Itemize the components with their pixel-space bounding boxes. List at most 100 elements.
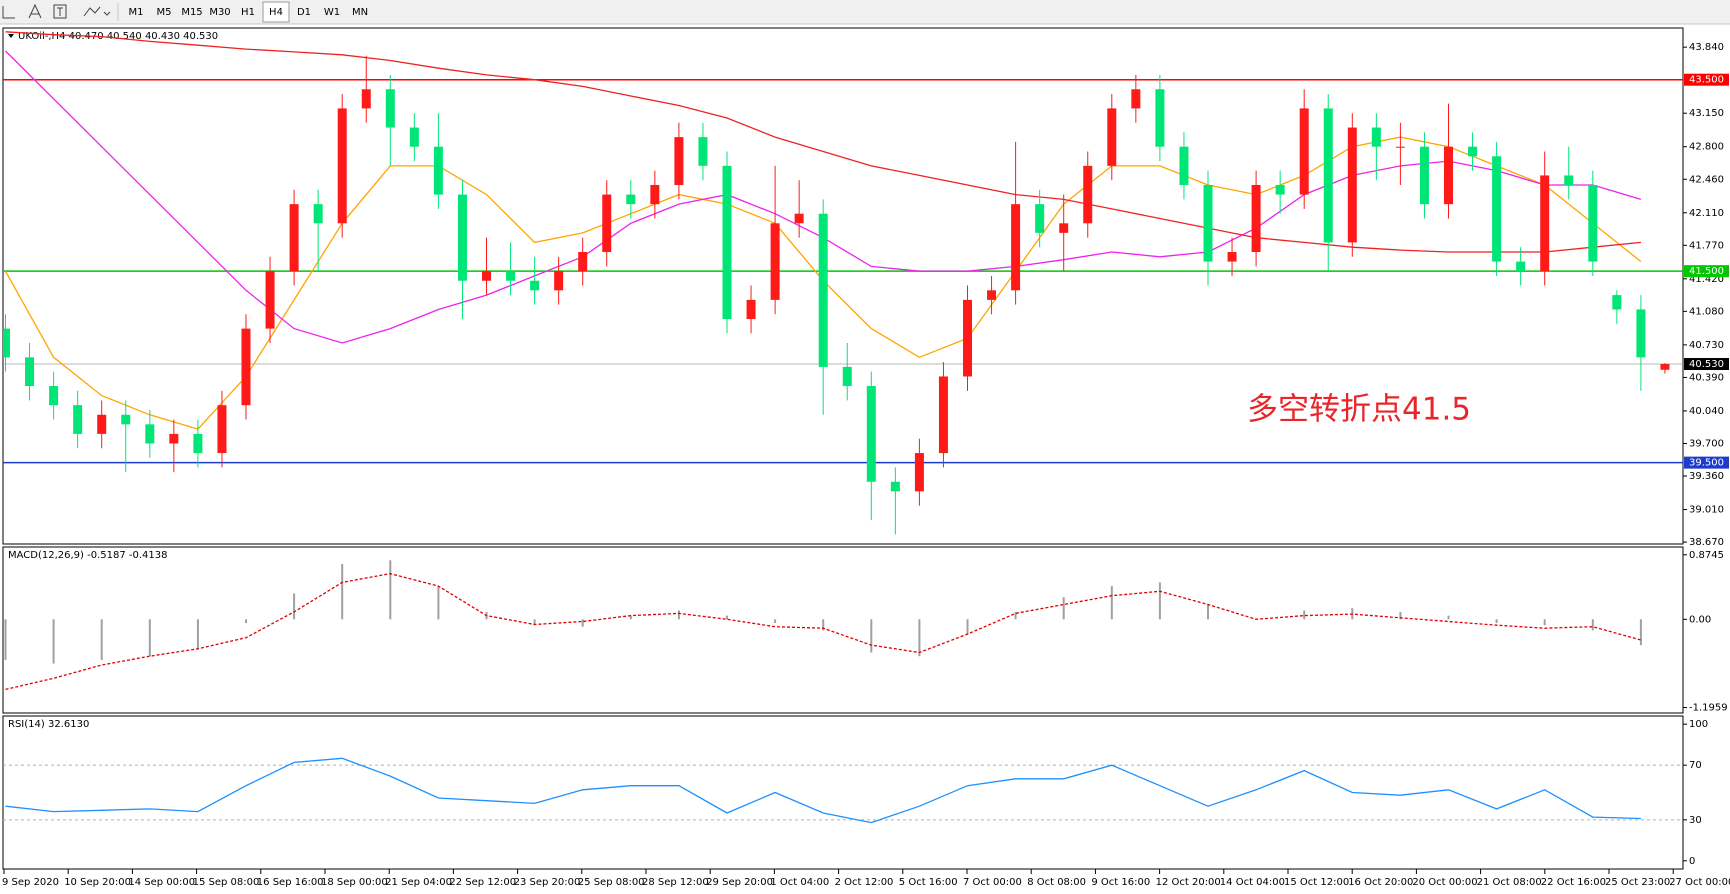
level-label-box bbox=[1684, 265, 1729, 278]
x-tick-label: 1 Oct 04:00 bbox=[770, 877, 829, 888]
macd-bar bbox=[1591, 619, 1594, 631]
macd-bar bbox=[389, 560, 392, 620]
candle-body bbox=[1107, 108, 1117, 166]
timeframe-label[interactable]: M30 bbox=[209, 7, 230, 18]
timeframe-label[interactable]: M15 bbox=[181, 7, 202, 18]
timeframe-label[interactable]: H4 bbox=[269, 7, 283, 18]
macd-bar bbox=[1110, 586, 1113, 620]
x-tick-label: 20 Oct 00:00 bbox=[1412, 877, 1477, 888]
x-tick-label: 25 Oct 23:00 bbox=[1605, 877, 1670, 888]
timeframe-button[interactable] bbox=[262, 1, 290, 23]
macd-bar bbox=[726, 615, 728, 620]
y-tick-label: 70 bbox=[1689, 760, 1702, 771]
macd-bar bbox=[1447, 615, 1450, 620]
timeframe-button[interactable] bbox=[207, 2, 233, 22]
macd-bar bbox=[1639, 619, 1642, 646]
macd-bar bbox=[1399, 611, 1402, 620]
macd-bar bbox=[966, 619, 969, 635]
x-tick-label: 22 Oct 16:00 bbox=[1541, 877, 1606, 888]
candle-body bbox=[890, 481, 900, 492]
y-tick-label: 42.110 bbox=[1689, 208, 1724, 219]
candle-body bbox=[169, 433, 179, 444]
candle-body bbox=[506, 271, 516, 281]
candle-body bbox=[337, 108, 347, 224]
x-tick-label: 18 Sep 00:00 bbox=[321, 877, 388, 888]
timeframe-button[interactable] bbox=[123, 2, 149, 22]
candle-body bbox=[1636, 309, 1646, 358]
macd-bar bbox=[774, 619, 777, 623]
candle-body bbox=[1299, 108, 1309, 195]
macd-bar bbox=[1207, 604, 1209, 620]
y-tick-label: 40.390 bbox=[1689, 372, 1724, 383]
candle-body bbox=[457, 194, 467, 281]
candle-body bbox=[1660, 364, 1670, 370]
level-label-box bbox=[1684, 456, 1729, 469]
candle-body bbox=[385, 89, 395, 128]
candle-body bbox=[987, 290, 997, 300]
candle-body bbox=[650, 185, 660, 205]
level-label-box bbox=[1684, 73, 1729, 86]
candle-body bbox=[746, 299, 756, 320]
macd-bar bbox=[822, 619, 825, 631]
x-tick-label: 25 Sep 08:00 bbox=[578, 877, 645, 888]
rsi-panel-frame bbox=[2, 715, 1684, 870]
candle-body bbox=[914, 453, 924, 492]
timeframe-button[interactable] bbox=[291, 2, 317, 22]
y-tick-label: 41.770 bbox=[1689, 240, 1724, 251]
macd-bar bbox=[870, 619, 873, 653]
candle-body bbox=[1083, 165, 1093, 224]
annotation: 多空转折点41.5 bbox=[1247, 392, 1471, 428]
timeframe-button[interactable] bbox=[347, 2, 373, 22]
y-tick-label: 43.150 bbox=[1689, 108, 1724, 119]
x-tick-label: 22 Sep 12:00 bbox=[449, 877, 516, 888]
timeframe-label[interactable]: H1 bbox=[241, 7, 255, 18]
candle-body bbox=[722, 165, 732, 320]
candle-body bbox=[193, 433, 203, 454]
candle-body bbox=[1395, 146, 1405, 148]
macd-bar bbox=[1014, 611, 1017, 620]
candle-body bbox=[1468, 146, 1478, 157]
candle-body bbox=[674, 137, 684, 186]
macd-bar bbox=[293, 593, 296, 620]
candle-body bbox=[1155, 89, 1165, 147]
x-tick-label: 14 Oct 04:00 bbox=[1220, 877, 1285, 888]
candle-body bbox=[1347, 127, 1357, 243]
macd-bar bbox=[677, 610, 680, 620]
timeframe-button[interactable] bbox=[151, 2, 177, 22]
y-tick-label: 42.460 bbox=[1689, 174, 1724, 185]
candle-body bbox=[97, 414, 107, 434]
timeframe-label[interactable]: M1 bbox=[129, 7, 144, 18]
icon-label[interactable] bbox=[53, 4, 67, 19]
candle-body bbox=[25, 357, 35, 387]
timeframe-button[interactable] bbox=[235, 2, 261, 22]
symbol-menu-arrow[interactable] bbox=[8, 34, 14, 38]
x-tick-label: 5 Oct 16:00 bbox=[899, 877, 958, 888]
candle-body bbox=[1323, 108, 1333, 243]
candle-body bbox=[3, 328, 10, 358]
timeframe-label[interactable]: MN bbox=[352, 7, 368, 18]
macd-bar bbox=[196, 619, 199, 649]
macd-bar bbox=[4, 619, 7, 660]
timeframe-label[interactable]: W1 bbox=[324, 7, 340, 18]
timeframe-label[interactable]: D1 bbox=[297, 7, 311, 18]
icon-text[interactable] bbox=[28, 3, 42, 19]
candle-body bbox=[1588, 185, 1598, 262]
candle-body bbox=[554, 271, 564, 291]
x-tick-label: 7 Oct 00:00 bbox=[963, 877, 1022, 888]
macd-bar bbox=[1495, 619, 1498, 623]
x-tick-label: 10 Sep 20:00 bbox=[64, 877, 131, 888]
candle-body bbox=[1492, 156, 1502, 262]
candle-body bbox=[1011, 204, 1021, 291]
icon-shapes[interactable] bbox=[83, 6, 111, 17]
icon-cursor[interactable] bbox=[2, 6, 15, 19]
timeframe-button[interactable] bbox=[179, 2, 205, 22]
macd-bar bbox=[341, 563, 344, 620]
timeframe-button[interactable] bbox=[319, 2, 345, 22]
candle-body bbox=[530, 280, 540, 291]
candle-body bbox=[602, 194, 612, 253]
timeframe-label[interactable]: M5 bbox=[157, 7, 172, 18]
chart-header: UKOil-,H4 40.470 40.540 40.430 40.530 bbox=[18, 31, 218, 42]
y-tick-label: 42.800 bbox=[1689, 142, 1724, 153]
candle-body bbox=[241, 328, 251, 406]
